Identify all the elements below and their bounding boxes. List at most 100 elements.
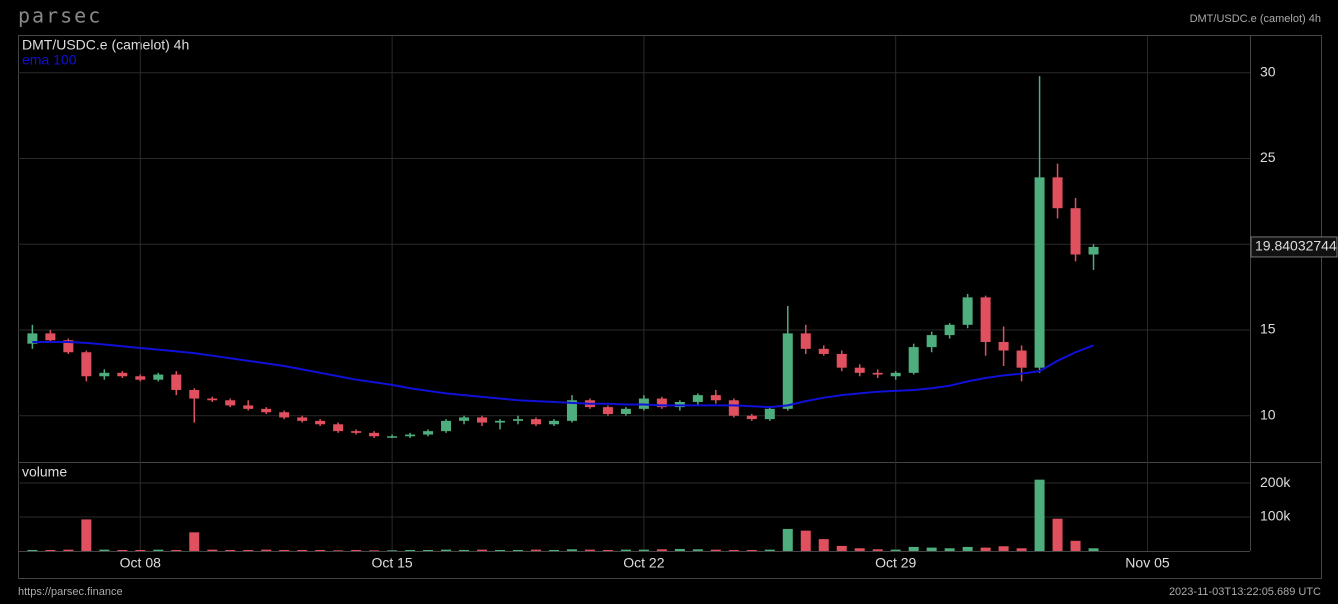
volume-bar (63, 549, 74, 551)
volume-bar (423, 549, 434, 551)
volume-bar (800, 530, 811, 551)
volume-bar (171, 549, 182, 551)
candle-body (1016, 350, 1027, 368)
volume-bar (135, 549, 146, 551)
volume-bar (243, 549, 254, 551)
candle-body (369, 432, 380, 437)
candle-body (423, 431, 434, 435)
volume-bar (998, 546, 1009, 551)
candle-body (243, 405, 254, 409)
x-tick-label: Oct 08 (120, 555, 161, 571)
volume-bar (315, 549, 326, 551)
candle-body (279, 412, 290, 418)
candle-body (800, 333, 811, 349)
candle-body (710, 395, 721, 401)
candle-body (27, 333, 38, 344)
volume-bar (692, 549, 703, 551)
volume-bar (638, 549, 649, 551)
footer-timestamp: 2023-11-03T13:22:05.689 UTC (1169, 586, 1321, 598)
candle-body (1070, 208, 1081, 255)
volume-bar (746, 549, 757, 551)
volume-bar (548, 549, 559, 551)
x-tick-label: Nov 05 (1125, 555, 1170, 571)
candle-body (530, 419, 541, 425)
volume-bar (1052, 518, 1063, 551)
volume-bar (387, 550, 398, 551)
volume-bar (27, 549, 38, 551)
volume-bar (980, 547, 991, 551)
y-tick-label: 25 (1260, 149, 1276, 165)
candle-body (548, 420, 559, 425)
volume-bar (297, 549, 308, 551)
legend-ema: ema 100 (22, 52, 77, 68)
volume-bar (495, 549, 506, 551)
candle-body (764, 408, 775, 420)
candle-body (171, 374, 182, 390)
volume-bar (836, 545, 847, 551)
volume-bar (602, 549, 613, 551)
volume-bar (369, 550, 380, 551)
footer-url: https://parsec.finance (18, 586, 123, 598)
candle-body (872, 372, 883, 375)
candle-body (495, 420, 506, 423)
candle-body (980, 297, 991, 342)
candle-body (512, 419, 523, 421)
candle-body (1088, 246, 1099, 255)
candle-body (944, 324, 955, 336)
candle-body (926, 335, 937, 348)
brand: parsec (18, 4, 102, 28)
y-tick-label: 200k (1260, 474, 1291, 490)
candle-body (153, 374, 164, 380)
volume-bar (656, 549, 667, 551)
volume-bar (225, 549, 236, 551)
volume-bar (674, 548, 685, 551)
candle-body (63, 340, 74, 353)
volume-bar (872, 549, 883, 551)
candle-body (854, 367, 865, 373)
volume-bar (117, 549, 128, 551)
candle-body (405, 434, 416, 437)
volume-bar (1088, 548, 1099, 551)
candle-body (351, 431, 362, 433)
volume-bar (405, 549, 416, 551)
candle-body (477, 417, 488, 423)
candle-body (620, 408, 631, 414)
volume-bar (261, 549, 272, 551)
volume-bar (1070, 540, 1081, 551)
candle-body (602, 407, 613, 414)
candle-body (117, 372, 128, 377)
volume-bar (1016, 548, 1027, 551)
volume-bar (333, 550, 344, 551)
volume-bar (764, 549, 775, 551)
volume-bar (351, 549, 362, 551)
candle-body (81, 352, 92, 377)
candle-body (261, 408, 272, 413)
y-tick-label: 100k (1260, 508, 1291, 524)
volume-bar (477, 549, 488, 551)
candle-body (1034, 177, 1045, 368)
candle-body (836, 353, 847, 368)
volume-title: volume (22, 464, 67, 480)
volume-bar (207, 549, 218, 551)
volume-bar (782, 528, 793, 551)
volume-bar (189, 532, 200, 551)
volume-bar (854, 548, 865, 551)
volume-bar (45, 549, 56, 551)
volume-bar (710, 549, 721, 551)
y-tick-label: 15 (1260, 321, 1276, 337)
candle-body (333, 424, 344, 432)
candle-body (135, 376, 146, 380)
candle-body (746, 415, 757, 420)
candle-body (566, 400, 577, 421)
candle-body (99, 372, 110, 377)
volume-bar (818, 539, 829, 551)
candle-body (908, 347, 919, 373)
last-price-label: 19.84032744 (1255, 238, 1337, 254)
volume-bar (926, 547, 937, 551)
pair: DMT/USDC.e (camelot) 4h (1190, 13, 1321, 25)
volume-bar (441, 549, 452, 551)
candle-body (459, 417, 470, 421)
volume-bar (512, 549, 523, 551)
